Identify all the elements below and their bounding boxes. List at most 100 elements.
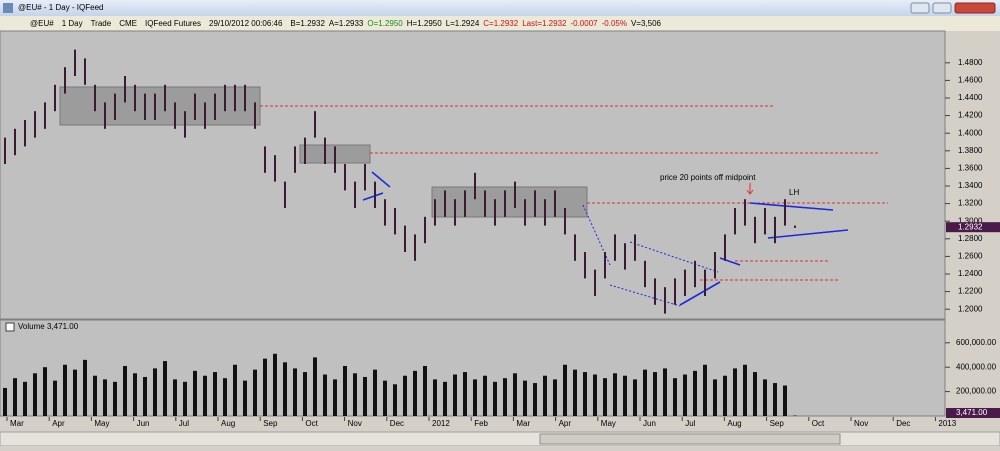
volume-bar	[603, 378, 607, 416]
volume-title: Volume	[18, 322, 45, 331]
volume-pane	[0, 320, 945, 416]
volume-bar	[453, 375, 457, 416]
x-tick-label: May	[601, 419, 616, 428]
volume-bar	[143, 377, 147, 416]
x-tick-label: Mar	[10, 419, 24, 428]
volume-bar	[73, 370, 77, 416]
y-tick-label: 400,000.00	[956, 362, 997, 371]
volume-bar	[13, 378, 17, 416]
volume-bar	[513, 373, 517, 416]
volume-bar	[163, 361, 167, 416]
volume-bar	[93, 376, 97, 416]
volume-bar	[643, 370, 647, 416]
volume-bar	[503, 378, 507, 416]
y-tick-label: 1.2600	[958, 252, 983, 261]
x-tick-label: Aug	[727, 419, 741, 428]
x-tick-label: Apr	[52, 419, 65, 428]
volume-bar	[723, 376, 727, 416]
volume-bar	[313, 357, 317, 416]
toolbar-field: H=1.2950	[407, 19, 442, 28]
pane-close[interactable]	[6, 323, 14, 331]
toolbar-field: CME	[119, 19, 137, 28]
toolbar-field: V=3,506	[631, 19, 662, 28]
toolbar-field: IQFeed Futures	[145, 19, 201, 28]
x-tick-label: Nov	[348, 419, 362, 428]
toolbar-field: @EU#	[30, 19, 54, 28]
annotation: LH	[789, 188, 799, 197]
minimize-button[interactable]	[911, 3, 929, 13]
volume-bar	[183, 382, 187, 416]
toolbar-field: A=1.2933	[329, 19, 364, 28]
toolbar-field: Last=1.2932	[522, 19, 567, 28]
x-tick-label: Dec	[896, 419, 910, 428]
last-volume-label: 3,471.00	[956, 408, 988, 417]
scrollbar[interactable]	[0, 432, 1000, 446]
volume-bar	[733, 368, 737, 416]
volume-bar	[393, 384, 397, 416]
y-tick-label: 1.3600	[958, 164, 983, 173]
volume-bar	[203, 376, 207, 416]
toolbar-field: B=1.2932	[290, 19, 325, 28]
volume-bar	[483, 376, 487, 416]
x-tick-label: Apr	[559, 419, 572, 428]
volume-bar	[303, 372, 307, 416]
volume-bar	[273, 354, 277, 416]
title-bar	[0, 0, 1000, 16]
volume-bar	[263, 359, 267, 416]
volume-bar	[763, 379, 767, 416]
volume-bar	[783, 385, 787, 416]
toolbar-field: 29/10/2012 00:06:46	[209, 19, 283, 28]
y-tick-label: 1.2000	[958, 304, 983, 313]
volume-bar	[543, 376, 547, 416]
scroll-thumb[interactable]	[540, 434, 840, 444]
volume-bar	[423, 366, 427, 416]
y-tick-label: 1.4000	[958, 128, 983, 137]
volume-bar	[593, 375, 597, 416]
x-tick-label: Jul	[179, 419, 189, 428]
x-tick-label: Mar	[516, 419, 530, 428]
x-tick-label: Sep	[770, 419, 785, 428]
volume-bar	[623, 376, 627, 416]
volume-bar	[53, 381, 57, 416]
volume-bar	[333, 379, 337, 416]
toolbar-field: Trade	[91, 19, 112, 28]
volume-bar	[383, 381, 387, 416]
volume-bar	[33, 373, 37, 416]
volume-bar	[213, 372, 217, 416]
close-button[interactable]	[955, 3, 995, 13]
volume-bar	[3, 388, 7, 416]
volume-bar	[43, 367, 47, 416]
volume-bar	[153, 368, 157, 416]
volume-bar	[403, 376, 407, 416]
volume-bar	[253, 370, 257, 416]
volume-bar	[23, 382, 27, 416]
volume-bar	[653, 372, 657, 416]
price-pane	[0, 31, 945, 319]
x-tick-label: 2012	[432, 419, 450, 428]
volume-bar	[473, 379, 477, 416]
y-tick-label: 1.4800	[958, 58, 983, 67]
x-tick-label: Jun	[137, 419, 150, 428]
y-tick-label: 1.3800	[958, 146, 983, 155]
y-tick-label: 200,000.00	[956, 387, 997, 396]
y-tick-label: 1.4200	[958, 111, 983, 120]
y-tick-label: 1.3400	[958, 181, 983, 190]
volume-bar	[683, 375, 687, 416]
volume-bar	[293, 368, 297, 416]
volume-bar	[133, 373, 137, 416]
volume-bar	[243, 381, 247, 416]
volume-bar	[553, 379, 557, 416]
volume-bar	[693, 371, 697, 416]
volume-bar	[283, 362, 287, 416]
volume-bar	[433, 379, 437, 416]
volume-bar	[63, 365, 67, 416]
volume-title-value: 3,471.00	[47, 322, 79, 331]
x-tick-label: Sep	[263, 419, 278, 428]
volume-bar	[193, 371, 197, 416]
volume-bar	[323, 375, 327, 416]
maximize-button[interactable]	[933, 3, 951, 13]
volume-bar	[753, 372, 757, 416]
y-tick-label: 1.2200	[958, 287, 983, 296]
y-tick-label: 600,000.00	[956, 338, 997, 347]
